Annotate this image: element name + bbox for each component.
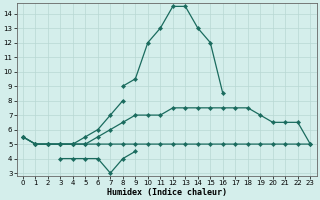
X-axis label: Humidex (Indice chaleur): Humidex (Indice chaleur)	[107, 188, 227, 197]
